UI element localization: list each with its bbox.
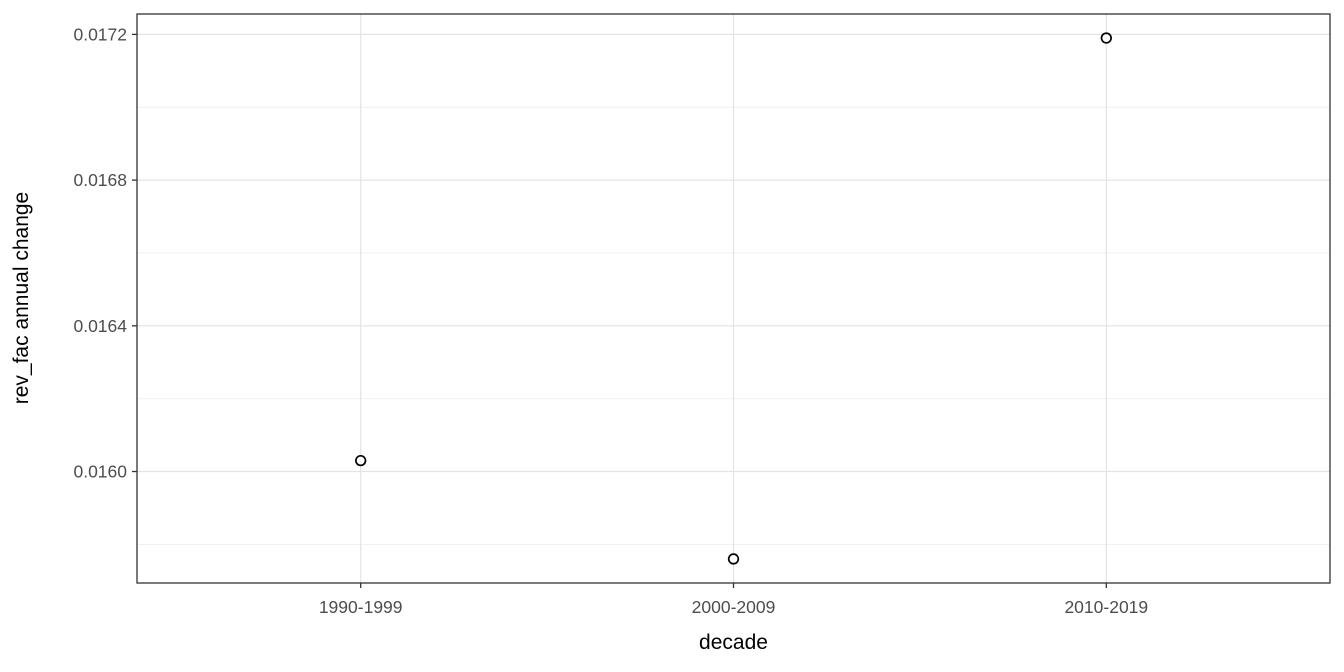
x-axis-title: decade xyxy=(699,631,768,654)
y-axis-title: rev_fac annual change xyxy=(10,191,33,405)
data-point xyxy=(727,553,740,565)
data-point xyxy=(355,454,367,467)
y-tick-label: 0.0172 xyxy=(73,24,127,44)
x-tick-label: 1990-1999 xyxy=(319,597,403,617)
y-tick-label: 0.0168 xyxy=(73,170,127,190)
x-tick-label: 2010-2019 xyxy=(1064,597,1148,617)
data-point xyxy=(1100,32,1112,44)
y-tick-label: 0.0164 xyxy=(73,316,127,336)
x-tick-label: 2000-2009 xyxy=(692,597,776,617)
y-tick-label: 0.0160 xyxy=(73,462,127,482)
